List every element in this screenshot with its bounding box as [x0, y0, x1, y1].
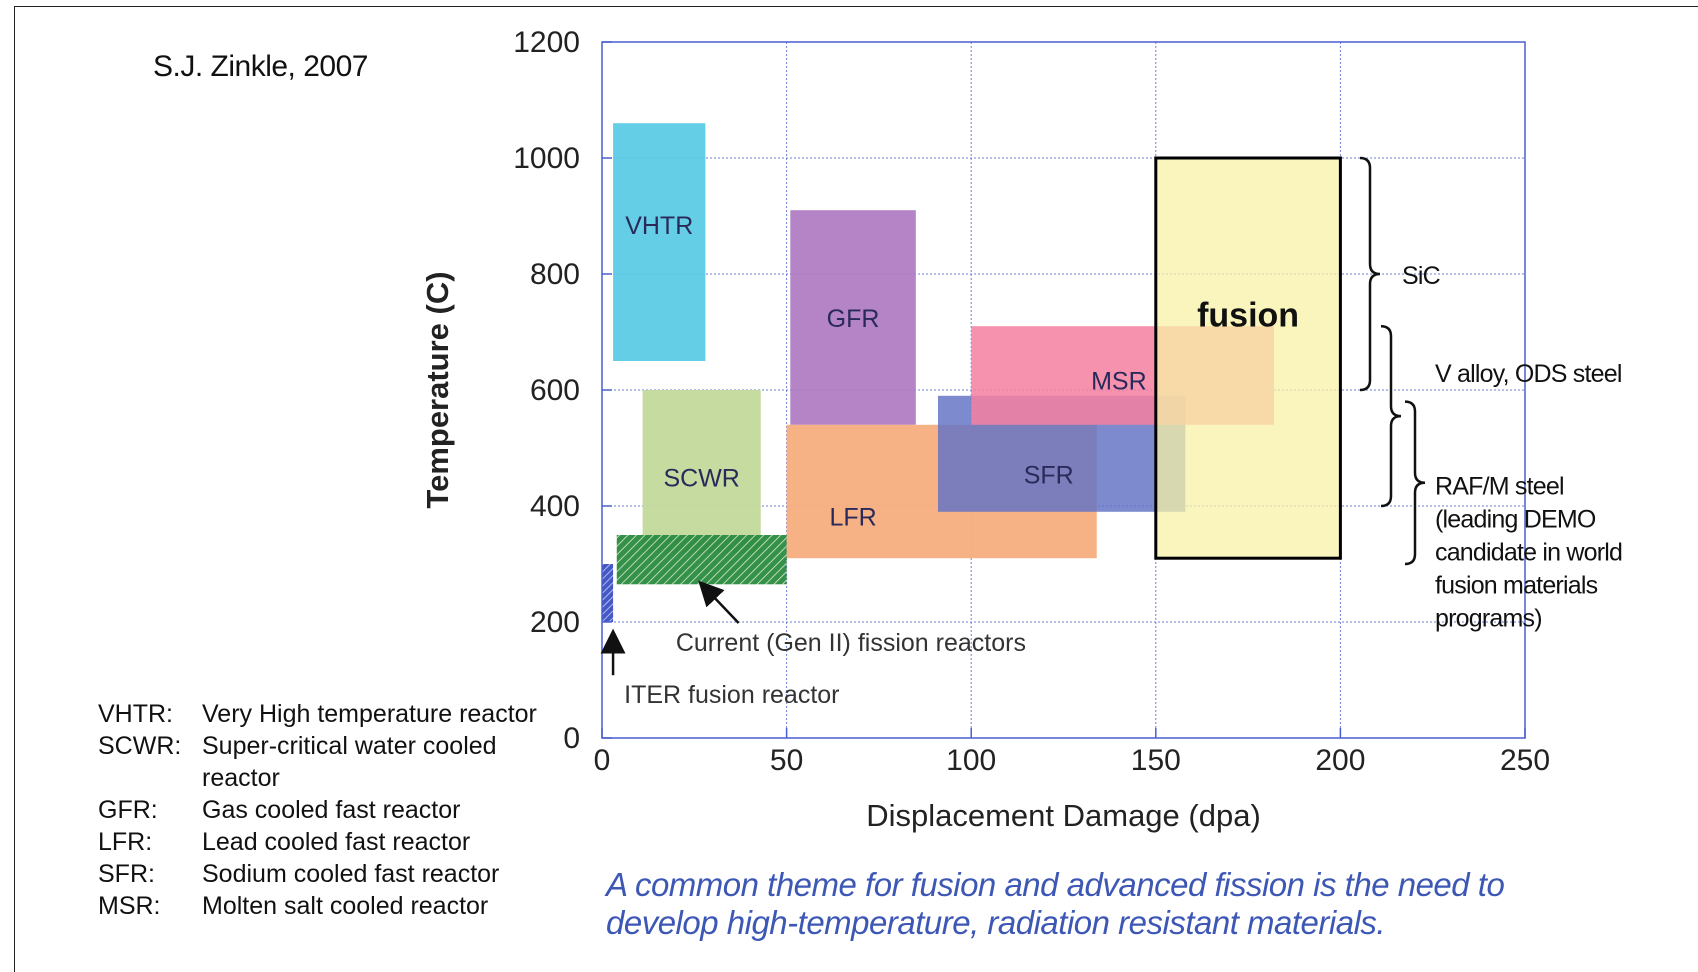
y-tick-label: 1000	[513, 142, 580, 175]
legend-row-scwr: SCWR: Super-critical water cooled reacto…	[98, 730, 547, 794]
legend-abbr: LFR:	[98, 828, 153, 856]
y-tick-label: 800	[530, 258, 580, 291]
y-tick-label: 400	[530, 490, 580, 523]
legend-abbr: MSR:	[98, 892, 161, 920]
x-axis-label: Displacement Damage (dpa)	[866, 798, 1261, 833]
x-tick-label: 0	[594, 744, 611, 777]
material-range-label: RAF/M steel	[1435, 472, 1564, 500]
region-scwr	[642, 390, 761, 553]
region-label: SCWR	[663, 465, 739, 493]
annotations: Current (Gen II) fission reactors ITER fu…	[600, 156, 1623, 709]
x-tick-label: 50	[770, 744, 803, 777]
y-tick-label: 200	[530, 606, 580, 639]
legend-row-lfr: LFR: Lead cooled fast reactor	[98, 826, 547, 858]
legend-abbr: SFR:	[98, 860, 155, 888]
region-iter	[602, 564, 614, 622]
axes: 0 50 100 150 200 250 0 200 400 600 800 1000 1200 Disp…	[420, 26, 1550, 833]
range-brace	[1359, 156, 1381, 392]
region-fusion	[1154, 156, 1342, 560]
legend-desc: Sodium cooled fast reactor	[202, 860, 500, 888]
legend-desc: Very High temperature reactor	[202, 700, 537, 728]
legend-row-vhtr: VHTR: Very High temperature reactor	[98, 698, 547, 730]
legend-desc: Molten salt cooled reactor	[202, 892, 489, 920]
legend-abbr: VHTR:	[98, 700, 173, 728]
range-brace	[1404, 400, 1426, 566]
credit-text: S.J. Zinkle, 2007	[153, 50, 368, 83]
region-label: LFR	[829, 503, 876, 531]
legend-row-gfr: GFR: Gas cooled fast reactor	[98, 794, 547, 826]
region-label: MSR	[1091, 368, 1147, 396]
material-range-label: fusion materials	[1435, 571, 1598, 599]
legend-abbr: GFR:	[98, 796, 158, 824]
y-axis-label: Temperature (C)	[420, 271, 455, 508]
material-range-label: programs)	[1435, 604, 1542, 632]
abbreviation-legend: VHTR: Very High temperature reactor SCWR…	[98, 698, 547, 922]
region-current-fission	[616, 535, 787, 585]
x-tick-label: 150	[1131, 744, 1181, 777]
slide-frame	[14, 6, 1698, 972]
region-gfr	[790, 210, 916, 425]
x-tick-label: 250	[1500, 744, 1550, 777]
material-range-label: V alloy, ODS steel	[1435, 360, 1622, 388]
material-range-label: SiC	[1402, 262, 1441, 290]
region-label: fusion	[1197, 296, 1299, 334]
y-tick-label: 1200	[513, 26, 580, 59]
region-label: GFR	[827, 305, 880, 333]
legend-desc: Super-critical water cooled reactor	[202, 732, 497, 792]
annotation-text: Current (Gen II) fission reactors	[676, 629, 1026, 657]
x-tick-label: 100	[946, 744, 996, 777]
regions: VHTR GFR LFR SCWR SFR MSR fusion	[602, 123, 1342, 622]
material-range-label: (leading DEMO	[1435, 505, 1596, 533]
legend-desc: Lead cooled fast reactor	[202, 828, 471, 856]
material-range-label: candidate in world	[1435, 538, 1622, 566]
legend-row-sfr: SFR: Sodium cooled fast reactor	[98, 858, 547, 890]
y-tick-label: 0	[563, 722, 580, 755]
x-tick-label: 200	[1315, 744, 1365, 777]
annotation-text: ITER fusion reactor	[624, 681, 839, 709]
annotation-arrow	[698, 580, 740, 624]
region-label: SFR	[1024, 462, 1074, 490]
region-label: VHTR	[625, 212, 693, 240]
legend-desc: Gas cooled fast reactor	[202, 796, 461, 824]
legend-row-msr: MSR: Molten salt cooled reactor	[98, 890, 547, 922]
legend-abbr: SCWR:	[98, 732, 182, 760]
region-vhtr	[613, 123, 706, 361]
caption-text: A common theme for fusion and advanced f…	[606, 866, 1505, 941]
range-brace	[1380, 324, 1402, 508]
y-tick-label: 600	[530, 374, 580, 407]
